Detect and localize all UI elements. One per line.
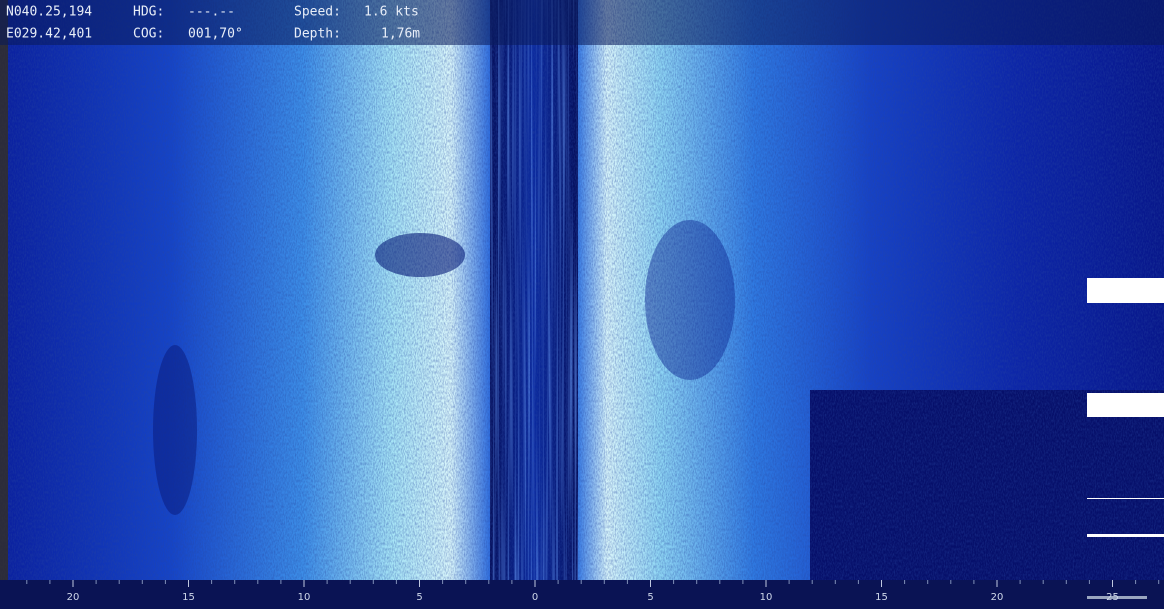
seabed-feature [153, 345, 197, 515]
target-shadow [375, 233, 465, 277]
speed-value: 1.6 kts [364, 5, 419, 20]
hdg-value: ---.-- [188, 5, 235, 20]
seabed-feature [645, 220, 735, 380]
left-edge [0, 0, 8, 580]
marker-bar [1087, 278, 1164, 303]
scale-label: 10 [760, 592, 773, 603]
header-band [0, 0, 1164, 45]
marker-line [1087, 498, 1164, 499]
range-scale: 20 15 10 5 0 5 10 15 20 25 [26, 580, 1160, 603]
depth-value: 1,76m [381, 27, 420, 42]
cog-label: COG: [133, 27, 164, 42]
marker-bar [1087, 393, 1164, 417]
hdg-label: HDG: [133, 5, 164, 20]
depth-label: Depth: [294, 27, 341, 42]
scale-bar [1087, 596, 1147, 599]
scale-label: 25 [1106, 592, 1119, 603]
scale-band [0, 580, 1164, 609]
speed-label: Speed: [294, 5, 341, 20]
speckle [0, 0, 1164, 580]
scale-label: 15 [182, 592, 195, 603]
scale-label: 15 [875, 592, 888, 603]
latitude: N040.25,194 [6, 5, 92, 20]
scale-label: 20 [67, 592, 80, 603]
scale-label: 0 [532, 592, 538, 603]
scale-label: 10 [298, 592, 311, 603]
cog-value: 001,70° [188, 27, 243, 42]
scale-label: 5 [647, 592, 653, 603]
scale-label: 5 [416, 592, 422, 603]
marker-line [1087, 534, 1164, 537]
longitude: E029.42,401 [6, 27, 92, 42]
scale-label: 20 [991, 592, 1004, 603]
